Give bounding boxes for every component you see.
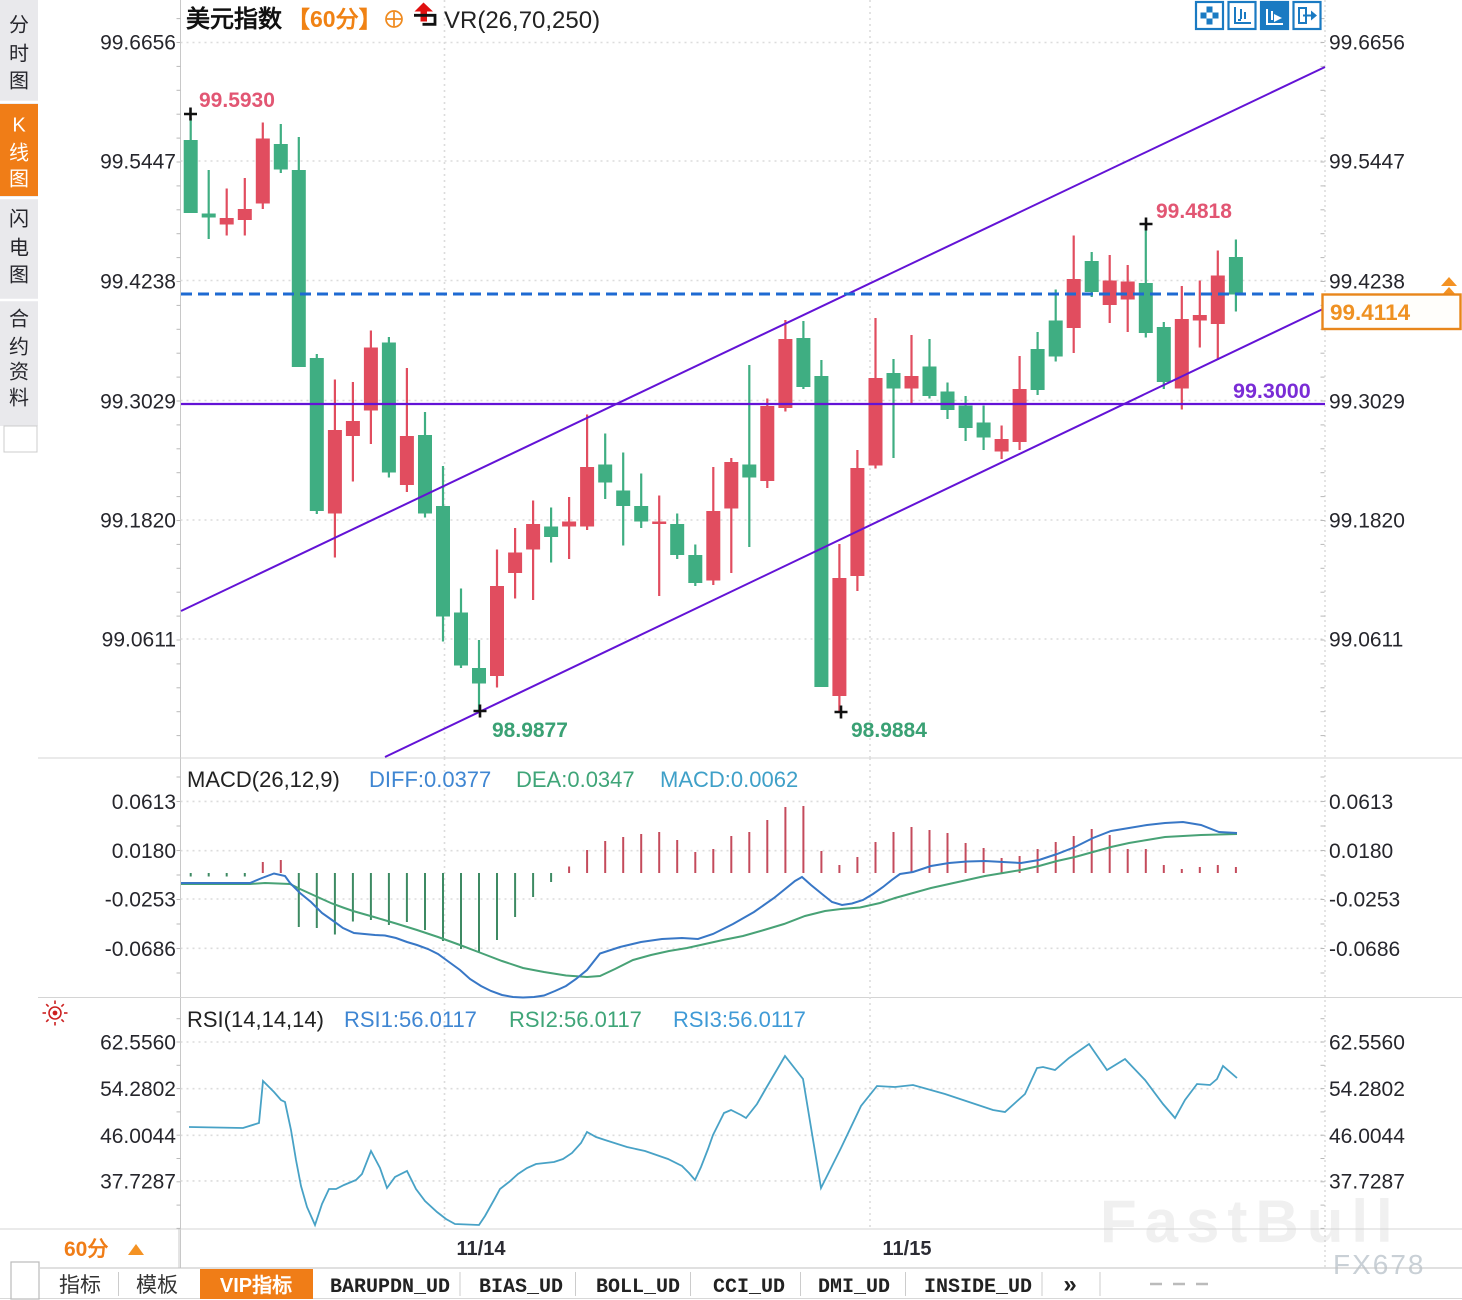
svg-text:62.5560: 62.5560 xyxy=(100,1032,176,1055)
svg-text:VR(26,70,250): VR(26,70,250) xyxy=(444,7,600,34)
svg-text:FastBull: FastBull xyxy=(1100,1188,1401,1255)
svg-text:99.0611: 99.0611 xyxy=(1329,629,1403,652)
svg-text:-0.0686: -0.0686 xyxy=(105,938,176,961)
svg-text:模板: 模板 xyxy=(136,1274,178,1297)
svg-text:60分: 60分 xyxy=(64,1238,108,1261)
svg-text:合: 合 xyxy=(9,308,29,331)
svg-text:RSI3:56.0117: RSI3:56.0117 xyxy=(673,1007,806,1032)
svg-text:BIAS_UD: BIAS_UD xyxy=(479,1276,563,1299)
svg-text:RSI2:56.0117: RSI2:56.0117 xyxy=(509,1007,642,1032)
svg-text:37.7287: 37.7287 xyxy=(1329,1170,1405,1193)
svg-text:99.6656: 99.6656 xyxy=(100,32,176,55)
svg-text:DMI_UD: DMI_UD xyxy=(818,1276,890,1299)
svg-text:DIFF:0.0377: DIFF:0.0377 xyxy=(369,767,491,792)
svg-text:美元指数: 美元指数 xyxy=(186,5,283,33)
svg-text:98.9884: 98.9884 xyxy=(851,719,927,742)
svg-text:99.4818: 99.4818 xyxy=(1156,200,1232,223)
svg-text:K: K xyxy=(12,115,26,137)
svg-text:MACD(26,12,9): MACD(26,12,9) xyxy=(187,767,340,792)
svg-text:RSI1:56.0117: RSI1:56.0117 xyxy=(344,1007,477,1032)
svg-text:99.3029: 99.3029 xyxy=(100,391,176,414)
svg-text:99.3000: 99.3000 xyxy=(1233,379,1311,403)
svg-text:11/15: 11/15 xyxy=(883,1238,932,1260)
svg-text:料: 料 xyxy=(9,387,29,410)
svg-text:54.2802: 54.2802 xyxy=(1329,1078,1405,1101)
svg-text:FX678: FX678 xyxy=(1333,1249,1426,1280)
svg-text:62.5560: 62.5560 xyxy=(1329,1032,1405,1055)
svg-text:-0.0253: -0.0253 xyxy=(105,889,176,912)
svg-text:时: 时 xyxy=(9,43,29,66)
svg-text:99.4238: 99.4238 xyxy=(1329,271,1405,294)
svg-text:98.9877: 98.9877 xyxy=(492,719,568,742)
svg-text:99.1820: 99.1820 xyxy=(100,510,176,533)
svg-text:线: 线 xyxy=(9,142,29,165)
svg-text:资: 资 xyxy=(9,361,29,384)
svg-text:99.5447: 99.5447 xyxy=(100,151,176,174)
svg-text:BARUPDN_UD: BARUPDN_UD xyxy=(330,1276,450,1299)
svg-text:»: » xyxy=(1063,1271,1076,1298)
svg-text:99.5447: 99.5447 xyxy=(1329,151,1405,174)
svg-text:0.0613: 0.0613 xyxy=(1329,791,1393,814)
svg-text:VIP指标: VIP指标 xyxy=(220,1273,292,1297)
svg-text:MACD:0.0062: MACD:0.0062 xyxy=(660,767,798,792)
svg-text:37.7287: 37.7287 xyxy=(100,1170,176,1193)
svg-text:99.4114: 99.4114 xyxy=(1330,300,1411,325)
svg-text:-0.0686: -0.0686 xyxy=(1329,938,1400,961)
svg-text:0.0180: 0.0180 xyxy=(112,840,176,863)
svg-text:约: 约 xyxy=(9,336,29,359)
svg-text:99.4238: 99.4238 xyxy=(100,271,176,294)
svg-text:46.0044: 46.0044 xyxy=(1329,1125,1405,1148)
svg-text:46.0044: 46.0044 xyxy=(100,1125,176,1148)
svg-text:指标: 指标 xyxy=(59,1274,101,1297)
svg-text:99.5930: 99.5930 xyxy=(199,89,275,112)
svg-text:图: 图 xyxy=(9,265,29,287)
svg-text:99.0611: 99.0611 xyxy=(102,629,176,652)
svg-text:11/14: 11/14 xyxy=(457,1238,507,1260)
svg-text:分: 分 xyxy=(9,14,29,37)
svg-text:【60分】: 【60分】 xyxy=(287,6,382,32)
svg-text:BOLL_UD: BOLL_UD xyxy=(596,1276,680,1299)
svg-text:DEA:0.0347: DEA:0.0347 xyxy=(516,767,635,792)
svg-text:电: 电 xyxy=(9,237,29,260)
svg-text:CCI_UD: CCI_UD xyxy=(713,1276,785,1299)
svg-text:99.1820: 99.1820 xyxy=(1329,510,1405,533)
svg-text:0.0180: 0.0180 xyxy=(1329,840,1393,863)
svg-text:-0.0253: -0.0253 xyxy=(1329,889,1400,912)
svg-text:54.2802: 54.2802 xyxy=(100,1078,176,1101)
svg-text:99.3029: 99.3029 xyxy=(1329,391,1405,414)
svg-text:图: 图 xyxy=(9,71,29,93)
svg-text:INSIDE_UD: INSIDE_UD xyxy=(924,1276,1032,1299)
svg-text:0.0613: 0.0613 xyxy=(112,791,176,814)
svg-text:RSI(14,14,14): RSI(14,14,14) xyxy=(187,1007,324,1032)
svg-text:图: 图 xyxy=(9,169,29,191)
svg-text:99.6656: 99.6656 xyxy=(1329,32,1405,55)
svg-text:闪: 闪 xyxy=(9,208,29,231)
